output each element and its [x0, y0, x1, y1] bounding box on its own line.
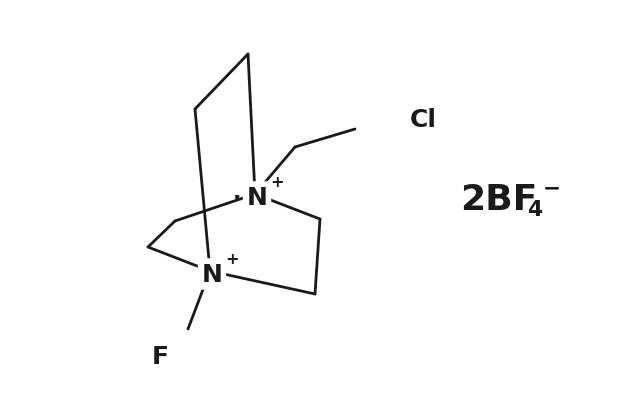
Text: 2BF: 2BF	[460, 182, 538, 217]
Text: Cl: Cl	[410, 108, 437, 132]
Text: −: −	[543, 178, 561, 198]
Text: +: +	[225, 252, 239, 267]
Text: 4: 4	[528, 200, 543, 219]
Text: +: +	[270, 175, 284, 190]
Text: F: F	[152, 344, 168, 368]
Text: ·: ·	[233, 188, 241, 207]
Text: N: N	[202, 262, 223, 286]
Text: N: N	[246, 186, 268, 209]
